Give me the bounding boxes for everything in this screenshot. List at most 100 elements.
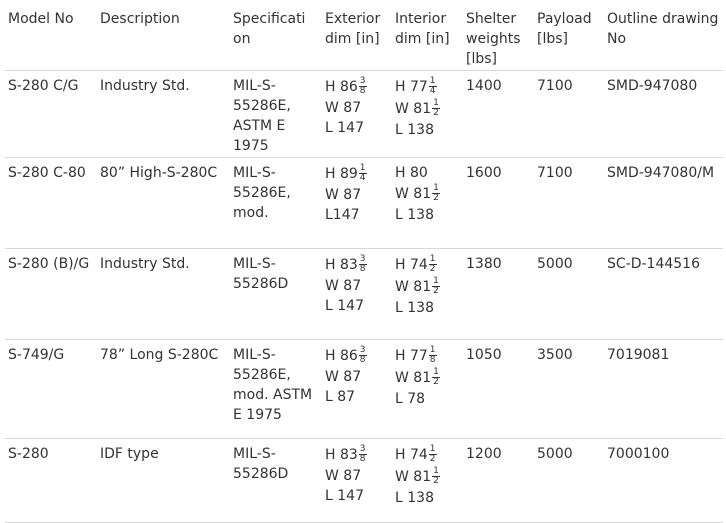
table-row: S-749/G 78” Long S-280C MIL-S-55286E, mod.… bbox=[5, 340, 723, 439]
header-specification: Specificati on bbox=[233, 11, 306, 47]
specification-cell: MIL-S-55286D bbox=[233, 256, 289, 292]
header-description: Description bbox=[100, 11, 180, 27]
interior-dim-cell: H 80 W 81 1 2 L 138 bbox=[392, 158, 463, 249]
fraction-numerator: 1 bbox=[432, 465, 440, 477]
fraction-denominator: 2 bbox=[429, 453, 436, 464]
dimension-value: L 147 bbox=[325, 298, 364, 314]
shelter-spec-table: Model No Description Specificati on Exte… bbox=[5, 0, 723, 523]
dimension-value: L 138 bbox=[395, 207, 434, 223]
fraction-numerator: 1 bbox=[428, 253, 437, 265]
payload-cell: 3500 bbox=[537, 347, 573, 363]
dimension-value: H 86 bbox=[325, 348, 358, 364]
model-no-cell: S-749/G bbox=[8, 347, 65, 363]
dimension-value: L 138 bbox=[395, 490, 434, 506]
dimension-line: L 138 bbox=[395, 120, 463, 140]
dimension-line: H 80 bbox=[395, 163, 463, 183]
outline-drawing-cell: SMD-947080/M bbox=[607, 165, 715, 181]
dimension-line: L147 bbox=[325, 205, 392, 225]
dimension-line: W 81 1 2 bbox=[395, 183, 463, 205]
dimension-value: H 83 bbox=[325, 447, 358, 463]
dimension-value: H 80 bbox=[395, 165, 428, 181]
description-cell: 80” High-S-280C bbox=[100, 165, 218, 181]
model-no-cell: S-280 C-80 bbox=[8, 165, 86, 181]
dimension-value: W 81 bbox=[395, 186, 432, 202]
header-outline-drawing-no: Outline drawing No bbox=[607, 11, 719, 47]
fraction-numerator: 3 bbox=[358, 443, 367, 455]
payload-cell: 5000 bbox=[537, 256, 573, 272]
dimension-line: H 77 1 4 bbox=[395, 76, 463, 98]
description-cell: IDF type bbox=[100, 446, 159, 462]
fraction-denominator: 4 bbox=[359, 172, 366, 183]
shelter-weight-cell: 1050 bbox=[466, 347, 502, 363]
dimension-value: W 81 bbox=[395, 101, 432, 117]
dimension-value: L 87 bbox=[325, 389, 356, 405]
exterior-dim-cell: H 83 3 8 W 87 L 147 bbox=[322, 439, 392, 523]
payload-cell: 5000 bbox=[537, 446, 573, 462]
fraction-denominator: 8 bbox=[359, 354, 366, 365]
interior-dim-cell: H 77 1 4 W 81 1 2 L 138 bbox=[392, 71, 463, 158]
fraction-numerator: 3 bbox=[358, 75, 367, 87]
table-row: S-280 IDF type MIL-S-55286D H 83 3 8 W 87 L 147… bbox=[5, 439, 723, 523]
specification-cell: MIL-S-55286E, mod. ASTM E 1975 bbox=[233, 347, 313, 423]
exterior-dim-cell: H 86 3 8 W 87 L 87 bbox=[322, 340, 392, 439]
fraction-denominator: 2 bbox=[433, 285, 439, 296]
shelter-weight-cell: 1200 bbox=[466, 446, 502, 462]
fraction-numerator: 3 bbox=[358, 253, 367, 265]
header-model-no: Model No bbox=[8, 11, 74, 27]
dimension-line: W 87 bbox=[325, 98, 392, 118]
shelter-weight-cell: 1600 bbox=[466, 165, 502, 181]
specification-cell: MIL-S-55286D bbox=[233, 446, 289, 482]
fraction-numerator: 3 bbox=[358, 344, 367, 356]
dimension-line: W 81 1 2 bbox=[395, 276, 463, 298]
interior-dim-cell: H 74 1 2 W 81 1 2 L 138 bbox=[392, 249, 463, 340]
dimension-line: H 74 1 2 bbox=[395, 444, 463, 466]
dimension-value: W 81 bbox=[395, 469, 432, 485]
interior-dim-cell: H 74 1 2 W 81 1 2 L 138 bbox=[392, 439, 463, 523]
dimension-value: L 147 bbox=[325, 120, 364, 136]
model-no-cell: S-280 bbox=[8, 446, 49, 462]
shelter-weight-cell: 1400 bbox=[466, 78, 502, 94]
dimension-value: H 83 bbox=[325, 257, 358, 273]
dimension-line: H 89 1 4 bbox=[325, 163, 392, 185]
dimension-value: H 74 bbox=[395, 447, 428, 463]
fraction-numerator: 1 bbox=[428, 443, 437, 455]
header-payload: Payload [lbs] bbox=[537, 11, 592, 47]
dimension-value: H 74 bbox=[395, 257, 428, 273]
outline-drawing-cell: 7019081 bbox=[607, 347, 670, 363]
dimension-line: H 74 1 2 bbox=[395, 254, 463, 276]
dimension-value: W 87 bbox=[325, 187, 362, 203]
payload-cell: 7100 bbox=[537, 78, 573, 94]
specification-cell: MIL-S-55286E, mod. bbox=[233, 165, 291, 221]
dimension-value: W 81 bbox=[395, 279, 432, 295]
shelter-weight-cell: 1380 bbox=[466, 256, 502, 272]
exterior-dim-cell: H 89 1 4 W 87 L147 bbox=[322, 158, 392, 249]
dimension-line: L 138 bbox=[395, 205, 463, 225]
exterior-dim-cell: H 86 3 8 W 87 L 147 bbox=[322, 71, 392, 158]
dimension-line: L 87 bbox=[325, 387, 392, 407]
table-row: S-280 C/G Industry Std. MIL-S-55286E, ASTM… bbox=[5, 71, 723, 158]
payload-cell: 7100 bbox=[537, 165, 573, 181]
fraction-denominator: 2 bbox=[433, 475, 439, 486]
fraction-denominator: 8 bbox=[359, 85, 366, 96]
dimension-line: H 83 3 8 bbox=[325, 254, 392, 276]
header-row: Model No Description Specificati on Exte… bbox=[5, 0, 723, 71]
dimension-line: H 77 1 8 bbox=[395, 345, 463, 367]
outline-drawing-cell: SC-D-144516 bbox=[607, 256, 700, 272]
dimension-value: L 138 bbox=[395, 300, 434, 316]
dimension-line: L 138 bbox=[395, 488, 463, 508]
dimension-value: L 78 bbox=[395, 391, 426, 407]
dimension-value: L147 bbox=[325, 207, 360, 223]
dimension-line: W 81 1 2 bbox=[395, 98, 463, 120]
header-interior-dim: Interior dim [in] bbox=[395, 11, 450, 47]
model-no-cell: S-280 C/G bbox=[8, 78, 79, 94]
dimension-value: W 87 bbox=[325, 369, 362, 385]
